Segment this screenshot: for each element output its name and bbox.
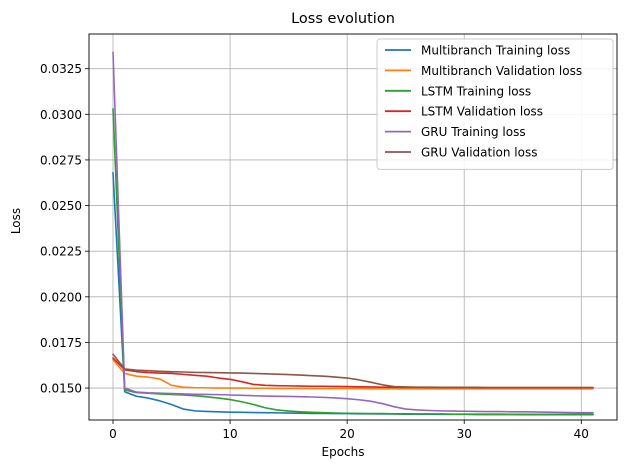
legend: Multibranch Training loss Multibranch Val… bbox=[376, 38, 614, 170]
y-axis-label: Loss bbox=[9, 208, 23, 234]
legend-item: GRU Training loss bbox=[385, 125, 526, 139]
x-axis-label: Epochs bbox=[322, 445, 365, 459]
legend-label: LSTM Validation loss bbox=[421, 105, 543, 119]
legend-box bbox=[376, 38, 614, 170]
legend-label: GRU Validation loss bbox=[421, 146, 537, 160]
plot-frame bbox=[88, 33, 618, 421]
series-line-gru-training-loss bbox=[112, 51, 594, 414]
x-tick-label: 10 bbox=[222, 427, 237, 441]
x-tick-label: 20 bbox=[340, 427, 355, 441]
y-tick-label: 0.0300 bbox=[40, 108, 82, 122]
legend-item: LSTM Training loss bbox=[385, 84, 531, 98]
x-axis-ticks: 0 10 20 30 40 bbox=[109, 420, 589, 441]
legend-item: Multibranch Validation loss bbox=[385, 64, 582, 78]
legend-label: Multibranch Training loss bbox=[421, 44, 570, 58]
legend-item: Multibranch Training loss bbox=[385, 44, 570, 58]
y-tick-label: 0.0175 bbox=[40, 336, 82, 350]
y-tick-label: 0.0325 bbox=[40, 62, 82, 76]
x-tick-label: 0 bbox=[109, 427, 117, 441]
y-tick-label: 0.0150 bbox=[40, 382, 82, 396]
series-line-lstm-training-loss bbox=[112, 108, 594, 416]
series-line-gru-validation-loss bbox=[112, 353, 594, 389]
y-tick-label: 0.0275 bbox=[40, 153, 82, 167]
legend-item: GRU Validation loss bbox=[385, 146, 537, 160]
x-tick-label: 40 bbox=[574, 427, 589, 441]
y-tick-label: 0.0200 bbox=[40, 290, 82, 304]
y-tick-label: 0.0225 bbox=[40, 245, 82, 259]
x-tick-label: 30 bbox=[457, 427, 472, 441]
series-lines bbox=[112, 51, 594, 416]
legend-label: Multibranch Validation loss bbox=[421, 64, 582, 78]
y-axis-ticks: 0.0150 0.0175 0.0200 0.0225 0.0250 0.0275 0.03… bbox=[40, 62, 89, 396]
y-tick-label: 0.0250 bbox=[40, 199, 82, 213]
series-line-multibranch-validation-loss bbox=[112, 358, 594, 390]
legend-label: LSTM Training loss bbox=[421, 84, 531, 98]
legend-item: LSTM Validation loss bbox=[385, 105, 543, 119]
chart-title: Loss evolution bbox=[291, 11, 395, 27]
legend-label: GRU Training loss bbox=[421, 125, 526, 139]
